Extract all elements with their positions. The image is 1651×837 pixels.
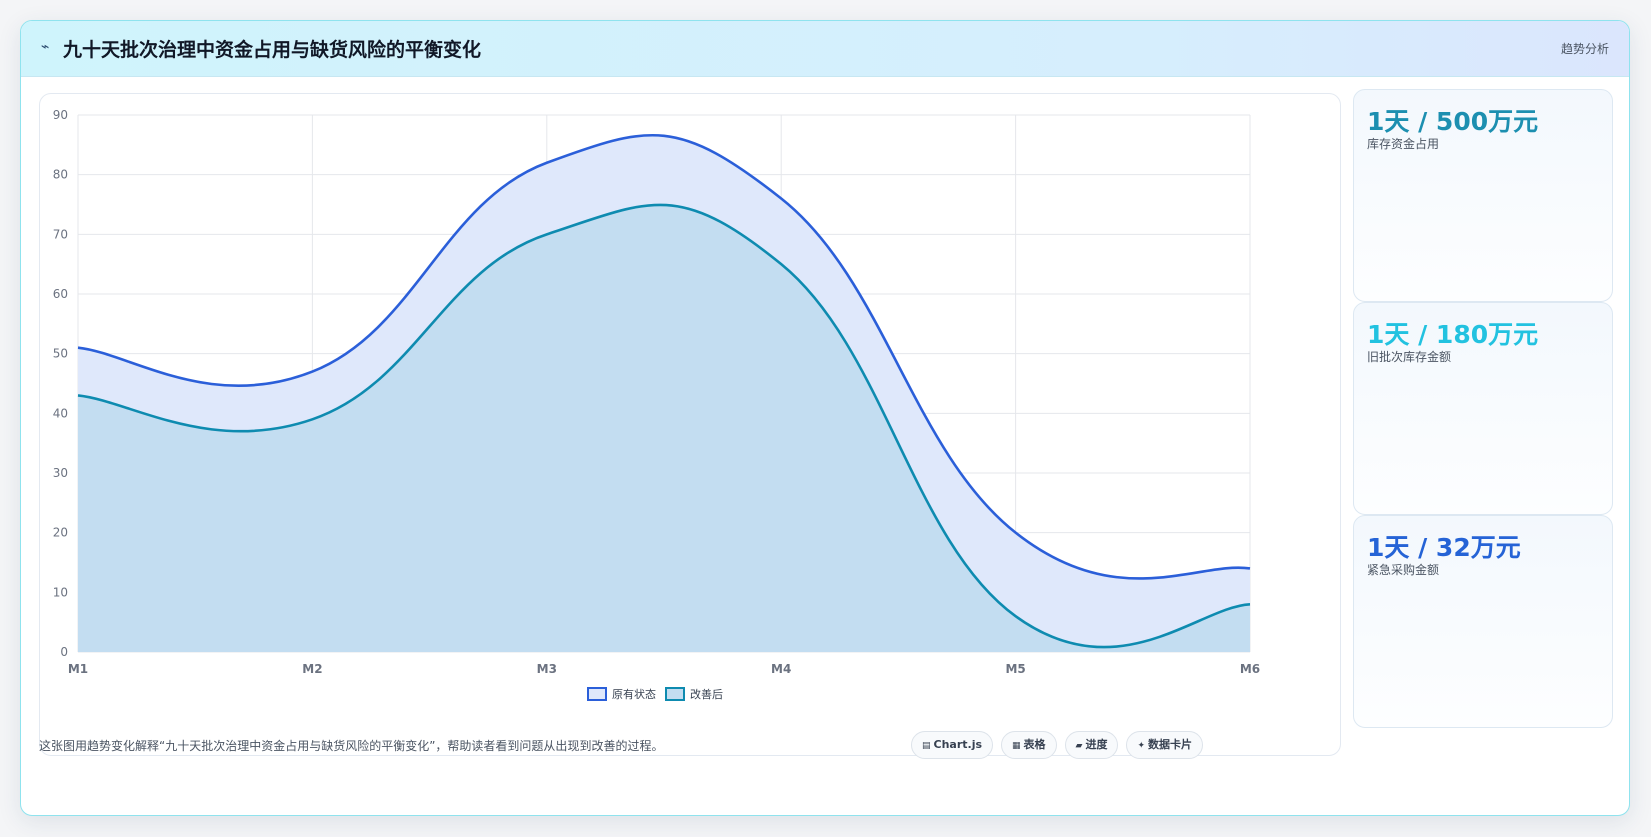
chart-icon: ▤ [922,741,931,751]
y-tick-label: 30 [53,466,68,480]
card-icon: ✦ [1137,741,1146,751]
y-tick-label: 10 [53,585,68,599]
chip-data-card[interactable]: ✦ 数据卡片 [1126,731,1204,759]
series-area-2 [78,204,1250,652]
stat-label: 旧批次库存金额 [1367,350,1452,364]
y-tick-label: 50 [53,347,68,361]
chip-label: Chart.js [933,738,983,751]
x-tick-label: M1 [68,662,88,676]
trend-icon: ⌁ [41,39,50,55]
legend-swatch [587,687,607,701]
page-title: 九十天批次治理中资金占用与缺货风险的平衡变化 [63,39,482,61]
stat-value: 1天 / 500万元 [1367,107,1539,136]
chip-label: 表格 [1023,738,1046,751]
chart-panel: 0 10 20 30 40 50 60 70 80 90 M1 M2 M3 M4 M5 M6 原有状态 改善后 [39,93,1341,756]
table-icon: ▦ [1012,741,1021,751]
chip-table[interactable]: ▦ 表格 [1001,731,1057,759]
x-tick-label: M3 [537,662,557,676]
y-tick-label: 20 [53,526,68,540]
y-tick-label: 70 [53,227,68,241]
stat-value: 1天 / 180万元 [1367,320,1539,349]
chip-label: 进度 [1085,738,1108,751]
chart-card: ⌁ 九十天批次治理中资金占用与缺货风险的平衡变化 趋势分析 0 10 20 30 40 5… [20,20,1630,816]
trend-analysis-tag: 趋势分析 [1560,42,1609,56]
chip-chartjs[interactable]: ▤ Chart.js [911,731,994,759]
series-line-1 [77,134,1251,580]
card-header: ⌁ 九十天批次治理中资金占用与缺货风险的平衡变化 趋势分析 [21,21,1629,77]
stat-label: 库存资金占用 [1367,137,1440,151]
y-tick-label: 60 [53,287,68,301]
progress-icon: ▰ [1075,741,1083,751]
y-tick-label: 80 [53,168,68,182]
x-tick-label: M6 [1240,662,1260,676]
y-tick-label: 0 [60,645,68,659]
stat-card-urgent-purchase: 1天 / 32万元 紧急采购金额 [1353,515,1613,728]
stat-card-inventory-capital: 1天 / 500万元 库存资金占用 [1353,89,1613,302]
series-line-2 [77,203,1251,649]
area-chart: 0 10 20 30 40 50 60 70 80 90 M1 M2 M3 M4 M5 M6 原有状态 改善后 [53,108,1260,701]
y-tick-label: 90 [53,108,68,122]
legend-label: 原有状态 [612,687,656,701]
y-tick-label: 40 [53,406,68,420]
legend-label: 改善后 [690,687,723,701]
x-tick-label: M2 [302,662,322,676]
stat-card-old-batch-amount: 1天 / 180万元 旧批次库存金额 [1353,302,1613,515]
stat-value: 1天 / 32万元 [1367,533,1521,562]
chip-group: ▤ Chart.js ▦ 表格 ▰ 进度 ✦ 数据卡片 [911,731,1211,759]
chip-progress[interactable]: ▰ 进度 [1064,731,1119,759]
x-tick-label: M4 [771,662,791,676]
chip-label: 数据卡片 [1148,738,1193,751]
stat-label: 紧急采购金额 [1367,563,1440,577]
legend-swatch [665,687,685,701]
x-tick-label: M5 [1005,662,1025,676]
chart-description: 这张图用趋势变化解释“九十天批次治理中资金占用与缺货风险的平衡变化”，帮助读者看… [39,739,664,753]
